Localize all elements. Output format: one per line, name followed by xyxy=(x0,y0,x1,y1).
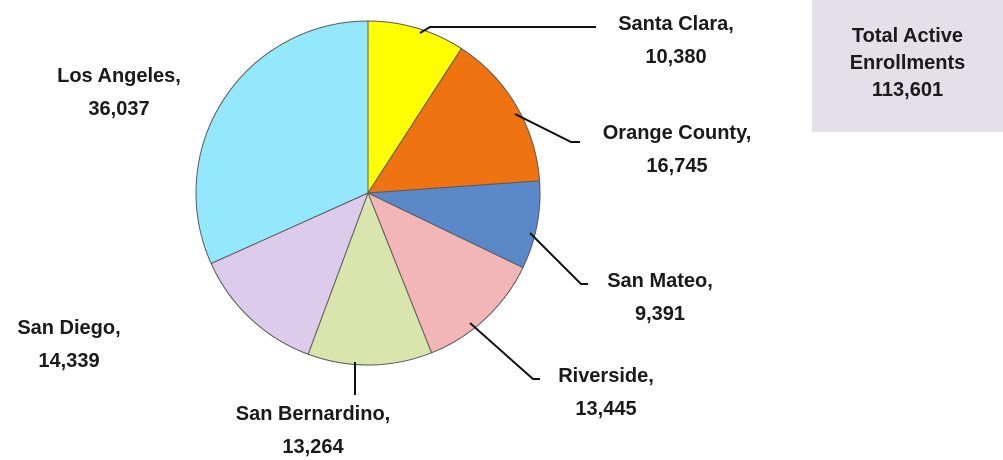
slice-labels: Santa Clara, 10,380 Orange County, 16,745 Sa… xyxy=(17,13,751,458)
leader-line-orange-county xyxy=(514,113,580,143)
leader-lines xyxy=(354,26,596,395)
leader-line-santa-clara xyxy=(419,26,596,34)
slice-label-riverside: Riverside, xyxy=(558,365,654,387)
total-box-value: 113,601 xyxy=(871,78,944,101)
pie-slices xyxy=(195,20,541,366)
slice-value-orange-county: 16,745 xyxy=(646,155,707,177)
slice-label-san-bernardino: San Bernardino, xyxy=(236,403,390,425)
pie-slice-santa-clara xyxy=(367,20,462,194)
leader-line-san-mateo xyxy=(529,232,588,285)
slice-value-riverside: 13,445 xyxy=(575,398,636,420)
slice-label-san-diego: San Diego, xyxy=(17,317,120,339)
slice-label-orange-county: Orange County, xyxy=(603,122,752,144)
pie-slice-riverside xyxy=(367,192,524,354)
slice-label-san-mateo: San Mateo, xyxy=(607,270,713,292)
pie-slice-san-bernardino xyxy=(307,192,433,366)
pie-slice-orange-county xyxy=(367,48,541,194)
pie-slice-san-diego xyxy=(210,192,369,355)
pie-slice-san-mateo xyxy=(367,180,541,269)
slice-label-los-angeles: Los Angeles, xyxy=(57,65,181,87)
slice-label-santa-clara: Santa Clara, xyxy=(618,13,734,35)
total-box-line-1: Total Active xyxy=(851,24,964,47)
leader-line-riverside xyxy=(469,322,540,380)
slice-value-santa-clara: 10,380 xyxy=(645,46,706,68)
slice-value-san-mateo: 9,391 xyxy=(635,303,685,325)
total-enrollments-box: Total Active Enrollments 113,601 xyxy=(812,0,1003,132)
pie-slice-los-angeles xyxy=(195,20,369,265)
slice-value-san-bernardino: 13,264 xyxy=(282,436,344,458)
slice-value-san-diego: 14,339 xyxy=(38,350,99,372)
total-box-line-2: Enrollments xyxy=(849,51,966,74)
slice-value-los-angeles: 36,037 xyxy=(88,98,149,120)
